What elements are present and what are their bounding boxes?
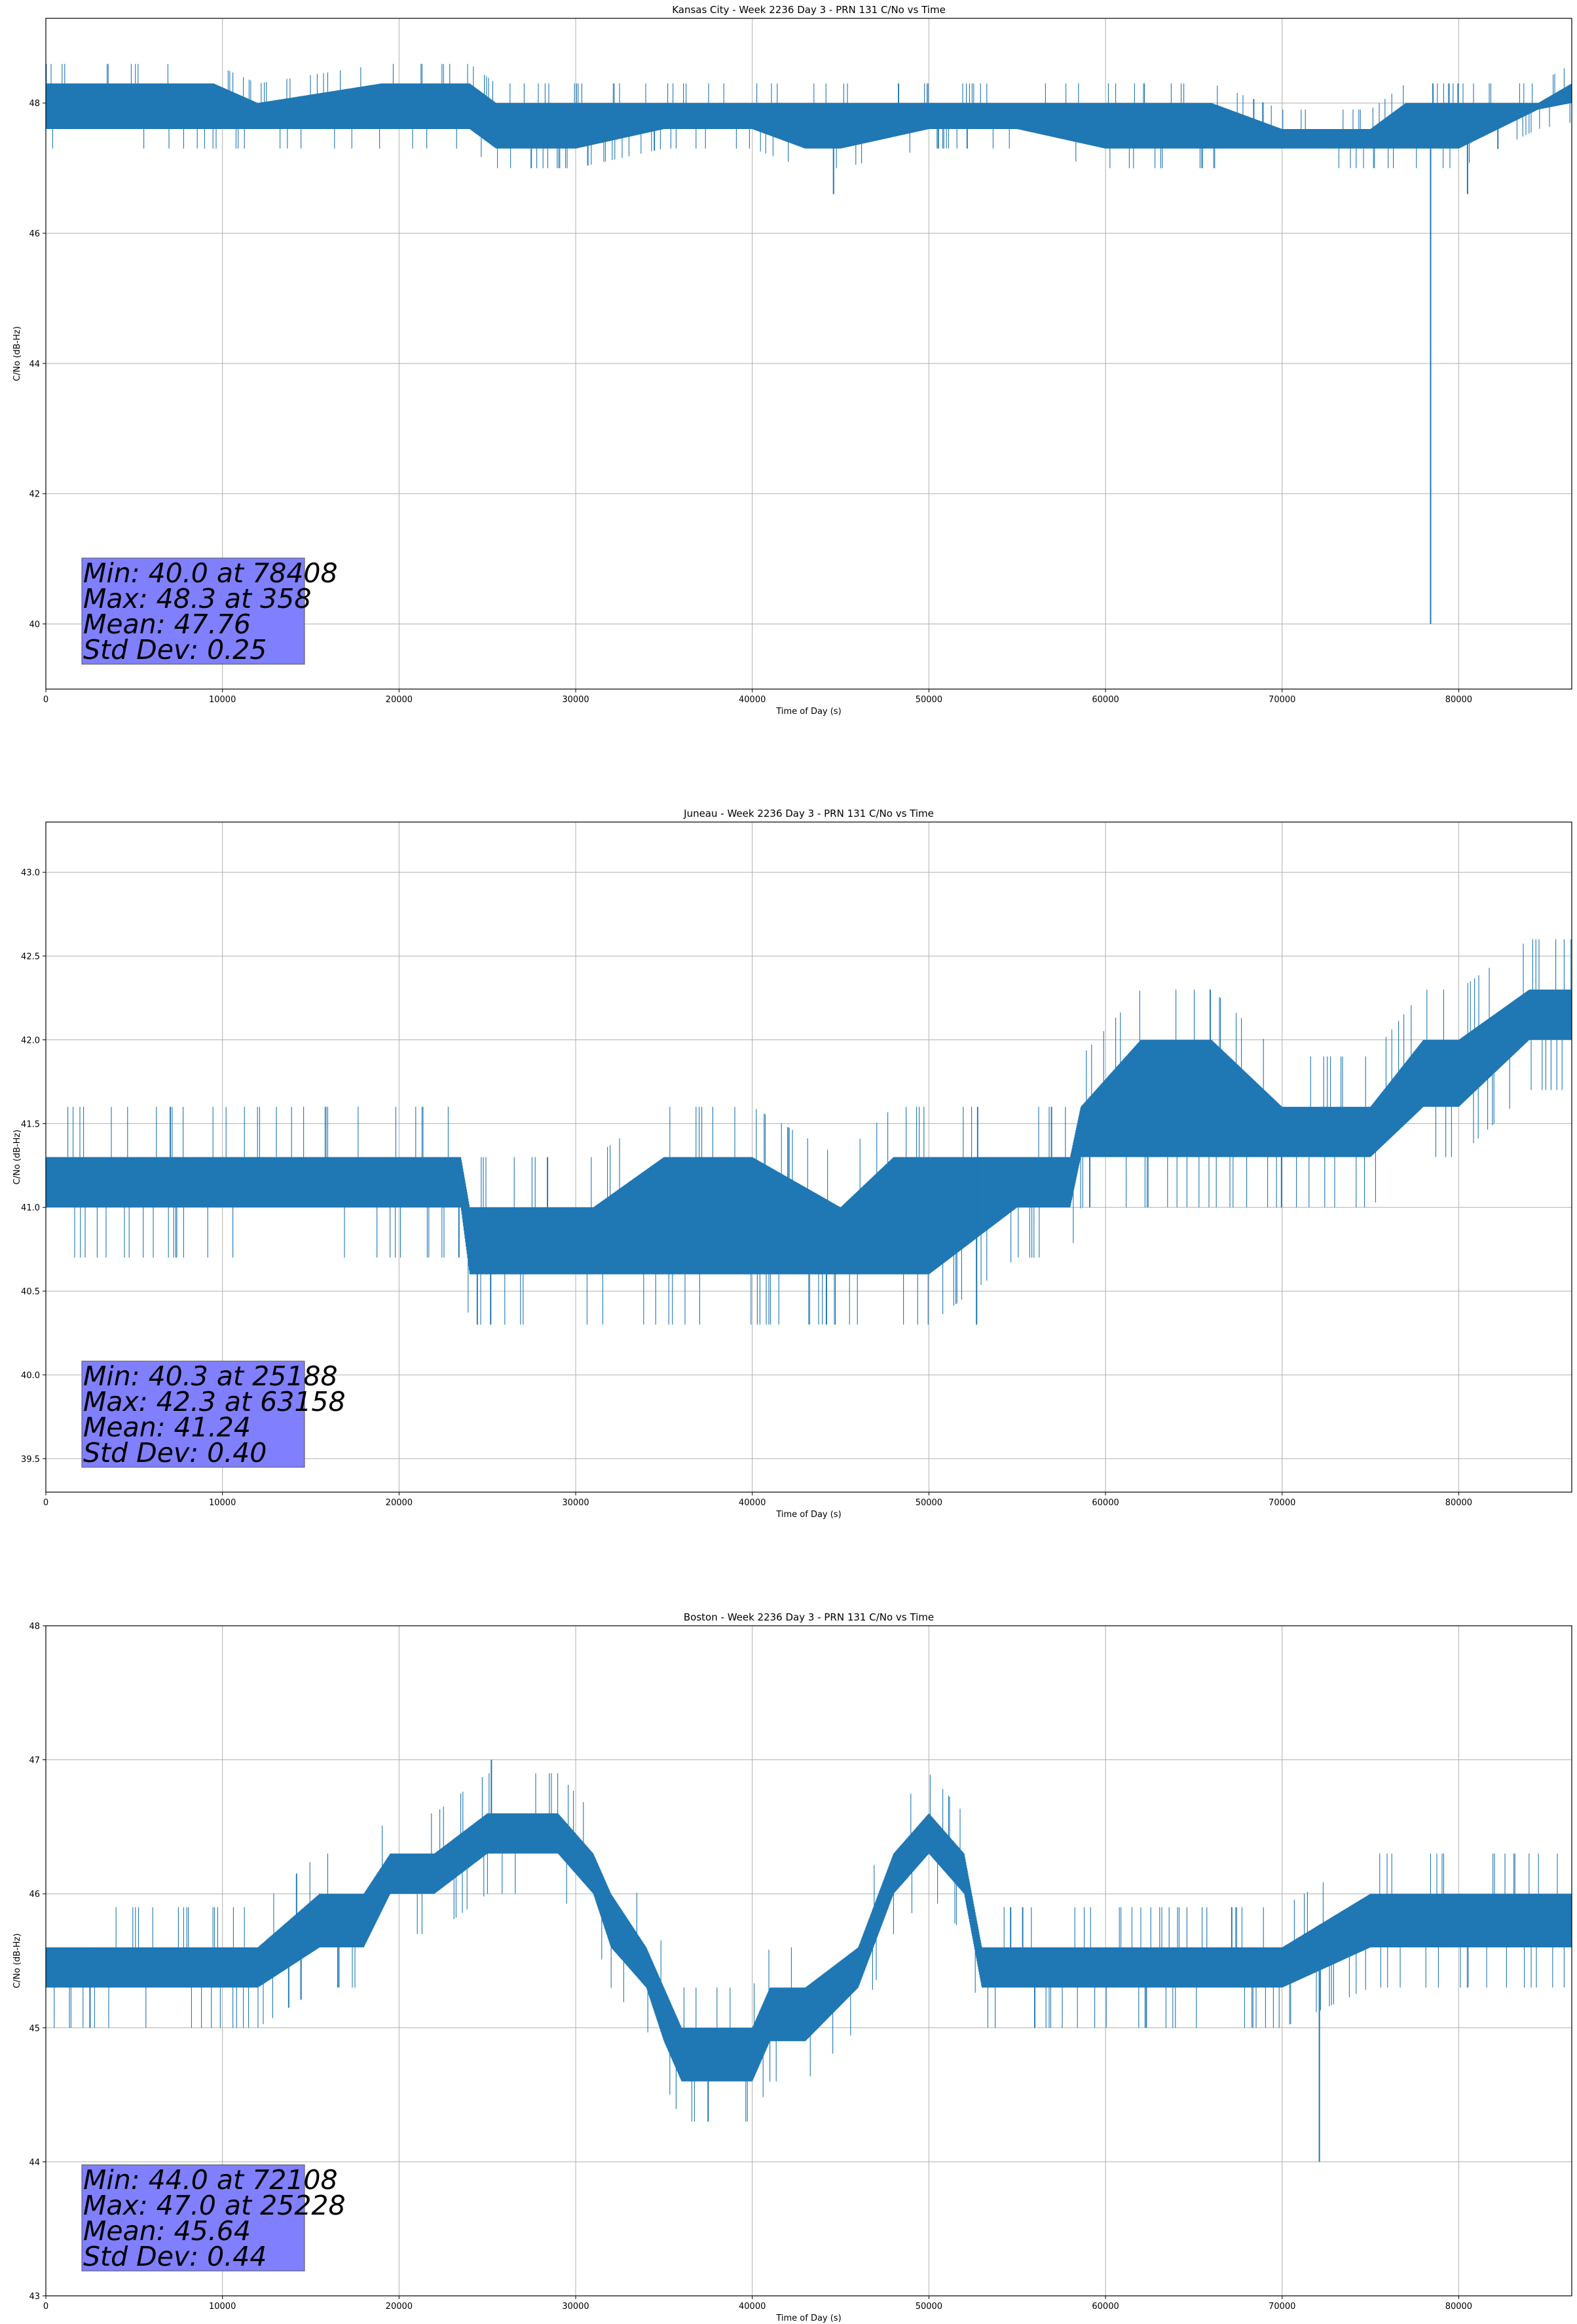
stats-line: Std Dev: 0.40 bbox=[83, 1437, 267, 1469]
stats-line: Max: 48.3 at 358 bbox=[83, 583, 311, 614]
x-tick-label: 0 bbox=[43, 2302, 48, 2312]
y-tick-label: 48 bbox=[29, 99, 40, 109]
axes-frame bbox=[45, 18, 1572, 690]
x-tick-label: 0 bbox=[43, 1498, 48, 1508]
x-tick-label: 0 bbox=[43, 695, 48, 705]
y-tick-label: 39.5 bbox=[21, 1455, 40, 1465]
y-tick-label: 44 bbox=[29, 2158, 40, 2167]
x-tick-label: 20000 bbox=[386, 2302, 413, 2312]
data-series bbox=[46, 1759, 1572, 2162]
stats-line: Mean: 47.76 bbox=[83, 609, 251, 640]
y-tick-label: 46 bbox=[29, 1890, 40, 1900]
chart-title: Juneau - Week 2236 Day 3 - PRN 131 C/No … bbox=[683, 808, 934, 819]
chart-panel-1: 0 10000 20000 30000 40000 50000 60000 70000 8000… bbox=[12, 4, 1572, 717]
chart-title: Kansas City - Week 2236 Day 3 - PRN 131 … bbox=[672, 4, 946, 16]
stats-line: Mean: 45.64 bbox=[83, 2215, 251, 2247]
data-series bbox=[46, 939, 1572, 1325]
x-tick-label: 60000 bbox=[1092, 1498, 1119, 1508]
x-tick-label: 50000 bbox=[916, 1498, 942, 1508]
chart-panel-3: 0 10000 20000 30000 40000 50000 60000 70000 8000… bbox=[12, 1611, 1572, 2323]
stats-line: Std Dev: 0.25 bbox=[83, 634, 267, 665]
x-tick-label: 60000 bbox=[1092, 695, 1119, 705]
x-tick-label: 20000 bbox=[386, 1498, 413, 1508]
y-axis-label: C/No (dB-Hz) bbox=[12, 326, 22, 381]
x-tick-label: 10000 bbox=[209, 1498, 236, 1508]
stats-line: Max: 47.0 at 25228 bbox=[83, 2190, 346, 2221]
y-tick-label: 42.5 bbox=[21, 952, 40, 962]
y-tick-label: 40 bbox=[29, 620, 40, 630]
x-tick-label: 50000 bbox=[916, 2302, 942, 2312]
x-tick-label: 70000 bbox=[1269, 1498, 1295, 1508]
x-axis-label: Time of Day (s) bbox=[775, 1510, 841, 1520]
y-tick-label: 43.0 bbox=[21, 869, 40, 878]
x-tick-label: 80000 bbox=[1445, 2302, 1472, 2312]
y-tick-label: 42 bbox=[29, 490, 40, 500]
data-series bbox=[46, 64, 1572, 624]
signal-band bbox=[46, 64, 1572, 168]
x-axis-label: Time of Day (s) bbox=[775, 707, 841, 717]
x-tick-label: 50000 bbox=[916, 695, 942, 705]
stats-line: Min: 44.0 at 72108 bbox=[83, 2164, 338, 2196]
x-tick-label: 40000 bbox=[739, 695, 766, 705]
chart-title: Boston - Week 2236 Day 3 - PRN 131 C/No … bbox=[684, 1611, 934, 1623]
x-axis-label: Time of Day (s) bbox=[775, 2314, 841, 2323]
y-tick-label: 45 bbox=[29, 2024, 40, 2034]
stats-line: Max: 42.3 at 63158 bbox=[83, 1386, 346, 1417]
y-tick-label: 47 bbox=[29, 1756, 40, 1766]
x-tick-label: 80000 bbox=[1445, 695, 1472, 705]
y-tick-label: 44 bbox=[29, 360, 40, 369]
y-axis-label: C/No (dB-Hz) bbox=[12, 1130, 22, 1185]
signal-band bbox=[46, 939, 1572, 1325]
y-tick-label: 40.0 bbox=[21, 1371, 40, 1381]
stats-line: Min: 40.0 at 78408 bbox=[83, 557, 338, 589]
stats-line: Std Dev: 0.44 bbox=[83, 2241, 267, 2272]
stats-box bbox=[81, 1360, 305, 1468]
y-tick-label: 41.5 bbox=[21, 1119, 40, 1129]
x-tick-label: 70000 bbox=[1269, 2302, 1295, 2312]
x-tick-label: 10000 bbox=[209, 695, 236, 705]
y-tick-label: 41.0 bbox=[21, 1203, 40, 1213]
x-tick-label: 70000 bbox=[1269, 695, 1295, 705]
y-tick-label: 46 bbox=[29, 229, 40, 239]
stats-box bbox=[81, 2164, 305, 2272]
axes-frame bbox=[45, 1625, 1572, 2296]
y-axis-label: C/No (dB-Hz) bbox=[12, 1934, 22, 1989]
x-tick-label: 80000 bbox=[1445, 1498, 1472, 1508]
stats-box bbox=[81, 557, 305, 665]
signal-band bbox=[46, 1773, 1572, 2122]
x-tick-label: 60000 bbox=[1092, 2302, 1119, 2312]
chart-panel-2: 0 10000 20000 30000 40000 50000 60000 70000 8000… bbox=[12, 808, 1572, 1520]
x-tick-label: 30000 bbox=[562, 1498, 589, 1508]
y-tick-label: 43 bbox=[29, 2292, 40, 2302]
y-tick-label: 40.5 bbox=[21, 1287, 40, 1297]
x-tick-label: 10000 bbox=[209, 2302, 236, 2312]
y-tick-label: 48 bbox=[29, 1622, 40, 1632]
y-tick-label: 42.0 bbox=[21, 1036, 40, 1045]
x-tick-label: 30000 bbox=[562, 2302, 589, 2312]
stats-line: Mean: 41.24 bbox=[83, 1412, 251, 1443]
x-tick-label: 40000 bbox=[739, 2302, 766, 2312]
axes-frame bbox=[45, 821, 1572, 1493]
x-tick-label: 30000 bbox=[562, 695, 589, 705]
x-tick-label: 20000 bbox=[386, 695, 413, 705]
stats-line: Min: 40.3 at 25188 bbox=[83, 1360, 338, 1392]
x-tick-label: 40000 bbox=[739, 1498, 766, 1508]
